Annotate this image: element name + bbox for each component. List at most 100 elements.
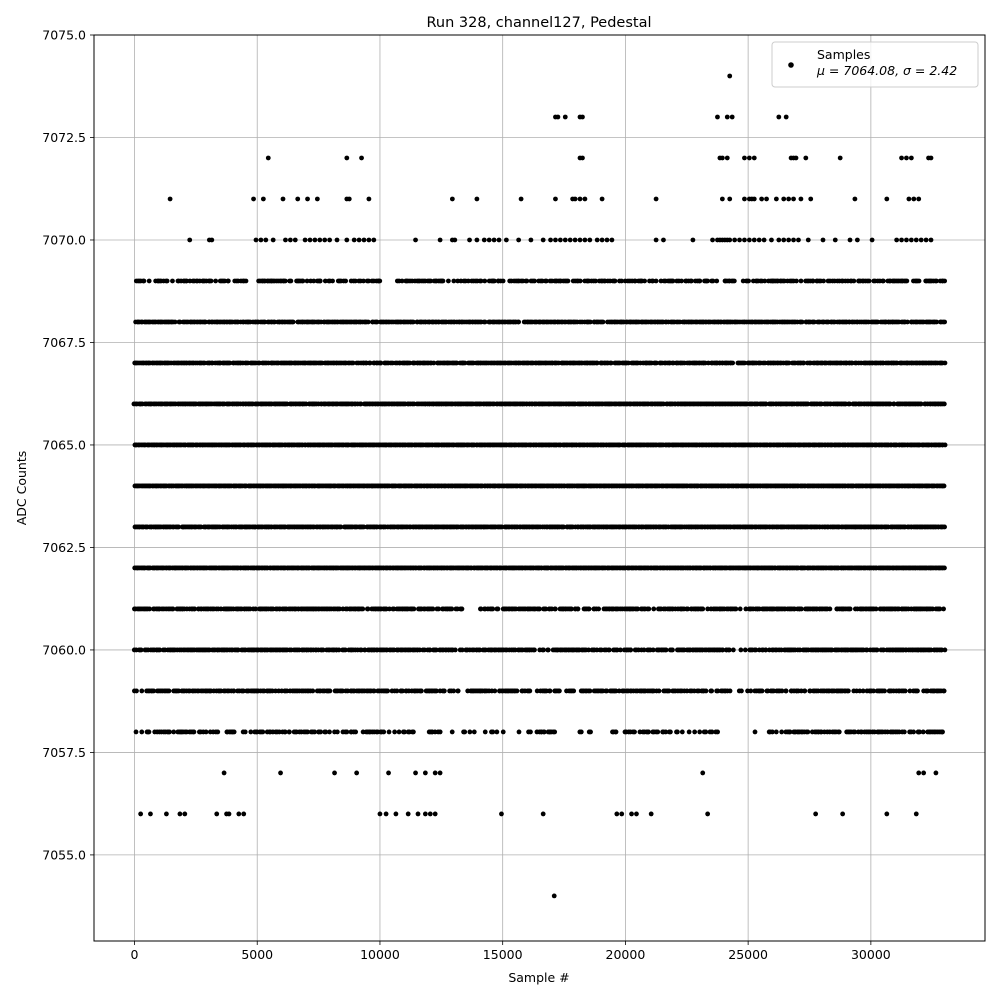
data-point [176, 524, 181, 530]
data-point [692, 729, 698, 735]
data-point [419, 688, 424, 694]
data-point [753, 647, 759, 653]
data-point [752, 729, 758, 735]
data-point [937, 606, 943, 612]
data-point [641, 647, 647, 653]
data-point [632, 729, 637, 735]
data-point [738, 647, 744, 653]
data-point [651, 606, 657, 612]
data-point [151, 688, 157, 694]
data-point [679, 729, 685, 735]
data-point [628, 647, 634, 653]
data-point [586, 606, 592, 612]
data-point [327, 729, 332, 735]
data-point [452, 647, 458, 653]
data-point [248, 729, 254, 735]
data-point [203, 729, 209, 735]
data-point [613, 729, 619, 735]
data-point [133, 729, 139, 735]
data-point [845, 688, 851, 694]
data-point [543, 606, 549, 612]
data-point [941, 688, 947, 694]
data-point [783, 688, 789, 694]
data-point [394, 688, 400, 694]
data-point [847, 606, 853, 612]
data-point [860, 688, 866, 694]
data-point [362, 647, 368, 653]
data-point [941, 606, 946, 612]
data-point [902, 688, 908, 694]
data-point [477, 647, 483, 653]
data-point [545, 647, 551, 653]
data-point [139, 688, 145, 694]
data-point [635, 606, 641, 612]
data-point [733, 606, 739, 612]
data-point [495, 606, 501, 612]
data-point [387, 606, 392, 612]
data-point [336, 647, 342, 653]
data-point [253, 606, 258, 612]
data-point [663, 647, 669, 653]
data-point [942, 524, 947, 530]
data-point [709, 688, 715, 694]
data-point [703, 688, 709, 694]
data-point [327, 688, 333, 694]
data-point [907, 688, 913, 694]
data-point [334, 729, 340, 735]
data-point [276, 729, 282, 735]
data-point [930, 606, 936, 612]
data-point [166, 688, 172, 694]
data-point [490, 729, 496, 735]
data-point [494, 729, 500, 735]
data-point [547, 688, 553, 694]
data-point [675, 729, 680, 735]
data-point [836, 729, 842, 735]
data-point [260, 729, 266, 735]
data-point [516, 729, 522, 735]
data-point [737, 606, 743, 612]
data-point [449, 729, 455, 735]
data-point [235, 647, 241, 653]
data-point [287, 729, 292, 735]
data-point [167, 729, 172, 735]
data-point [586, 647, 591, 653]
data-point [371, 688, 377, 694]
data-point [882, 688, 887, 694]
data-point [437, 729, 443, 735]
data-point [700, 606, 706, 612]
data-point [537, 606, 542, 612]
data-point [411, 729, 416, 735]
data-point [726, 647, 732, 653]
data-point [596, 606, 602, 612]
data-point [743, 606, 749, 612]
data-point [575, 606, 581, 612]
data-point [147, 606, 152, 612]
data-point [449, 606, 455, 612]
data-point [670, 647, 675, 653]
data-point [365, 606, 371, 612]
data-point [170, 606, 176, 612]
data-point [942, 565, 947, 571]
data-point [459, 647, 465, 653]
data-point [541, 647, 546, 653]
data-point [191, 729, 197, 735]
data-point [881, 647, 887, 653]
data-point [942, 442, 948, 448]
data-point [656, 688, 662, 694]
data-point [400, 688, 405, 694]
data-point [500, 729, 506, 735]
data-point [655, 729, 661, 735]
data-point [318, 729, 324, 735]
data-point [578, 729, 584, 735]
data-point [381, 729, 387, 735]
data-point [942, 647, 948, 653]
data-point [436, 606, 441, 612]
data-point [618, 647, 623, 653]
data-point [310, 688, 316, 694]
data-point [527, 688, 533, 694]
data-point [686, 729, 692, 735]
data-point [392, 729, 398, 735]
data-point [360, 606, 366, 612]
